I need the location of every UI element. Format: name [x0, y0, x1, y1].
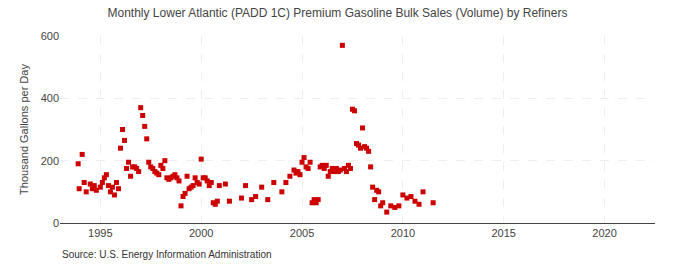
svg-text:2010: 2010: [391, 227, 415, 239]
svg-text:2005: 2005: [290, 227, 314, 239]
svg-text:2020: 2020: [592, 227, 616, 239]
svg-text:200: 200: [41, 155, 59, 167]
svg-text:0: 0: [53, 217, 59, 229]
svg-text:400: 400: [41, 92, 59, 104]
svg-text:1995: 1995: [88, 227, 112, 239]
svg-text:2000: 2000: [189, 227, 213, 239]
svg-text:2015: 2015: [491, 227, 515, 239]
svg-text:Thousand Gallons per Day: Thousand Gallons per Day: [18, 64, 30, 195]
svg-text:Source: U.S. Energy Informatio: Source: U.S. Energy Information Administ…: [62, 249, 272, 260]
svg-text:Monthly Lower Atlantic (PADD 1: Monthly Lower Atlantic (PADD 1C) Premium…: [108, 6, 568, 20]
svg-text:600: 600: [41, 30, 59, 42]
